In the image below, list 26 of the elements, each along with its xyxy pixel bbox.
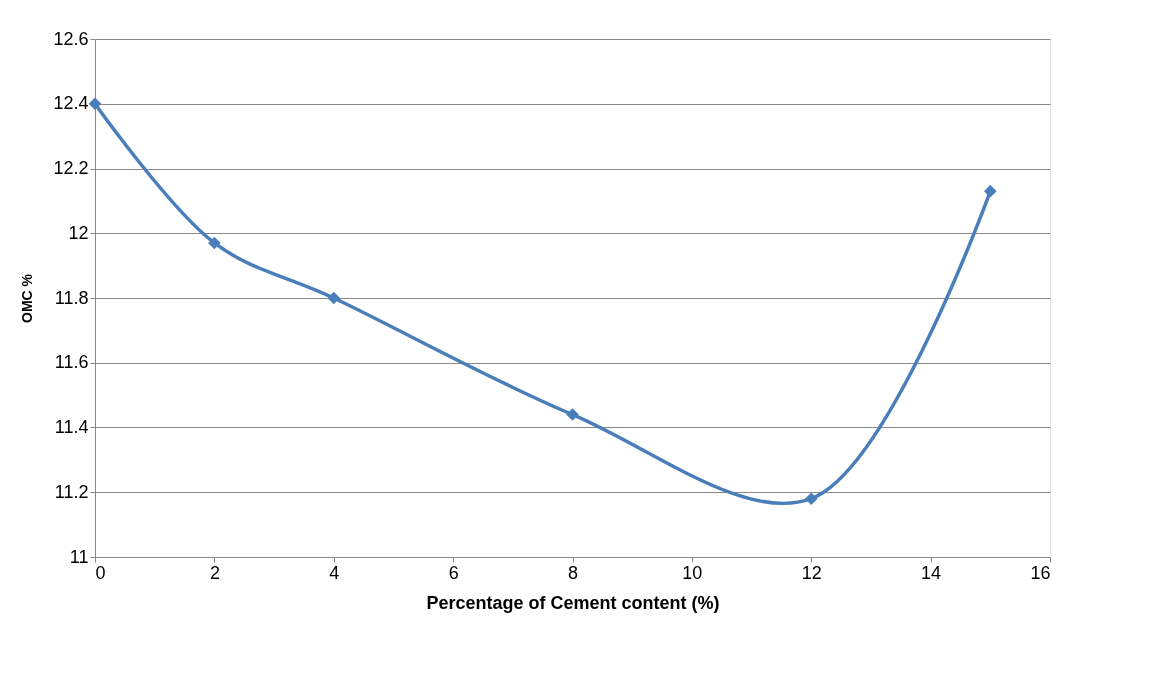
x-tick-label: 14	[921, 562, 942, 583]
x-tick-label: 12	[801, 562, 822, 583]
point	[327, 291, 341, 305]
point	[804, 492, 818, 506]
y-tick-label: 12.4	[53, 93, 89, 114]
point	[88, 97, 102, 111]
x-tick-label: 4	[329, 562, 340, 583]
x-tick-label: 10	[682, 562, 703, 583]
y-tick-label: 12	[68, 222, 89, 243]
y-tick-label: 12.2	[53, 158, 89, 178]
y-axis-title: OMC %	[19, 273, 36, 323]
x-tick-label: 2	[209, 562, 220, 583]
y-tick-label: 11.4	[54, 417, 89, 437]
y-tick-label: 12.6	[53, 28, 89, 49]
point	[566, 408, 579, 421]
x-axis-title: Percentage of Cement content (%)	[426, 592, 720, 613]
y-tick-label: 11.2	[54, 481, 89, 502]
point	[208, 236, 221, 250]
point	[983, 184, 997, 198]
x-tick-label: 16	[1030, 562, 1051, 583]
x-tick-label: 0	[95, 562, 106, 583]
y-tick-label: 11.6	[54, 352, 89, 373]
y-tick-label: 11.8	[54, 287, 89, 308]
x-tick-label: 6	[448, 562, 459, 583]
x-tick-label: 8	[567, 562, 579, 583]
y-tick-label: 11	[69, 546, 89, 567]
